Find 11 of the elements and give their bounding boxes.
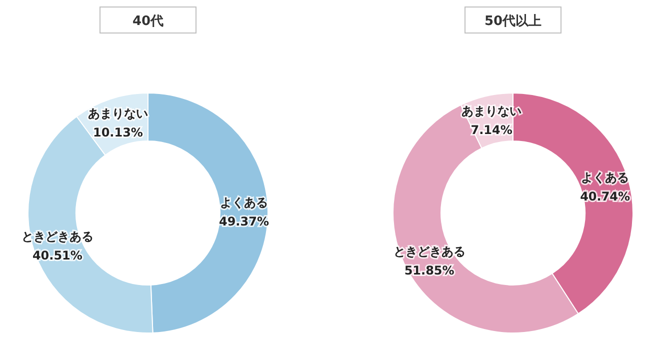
data-label: 40.51% (32, 248, 82, 262)
slice-label: よくある (581, 170, 630, 184)
data-label: 10.13% (92, 125, 143, 140)
chart-title: 50代以上 (484, 14, 542, 29)
slice-label: よくある (220, 196, 268, 210)
slice-label: ときどきある (21, 229, 94, 244)
chart-title: 40代 (132, 14, 164, 29)
slice-label: あまりない (88, 106, 148, 120)
data-label: 51.85% (404, 264, 454, 278)
slice-label: ときどきある (393, 244, 466, 259)
data-label: 7.14% (470, 122, 512, 137)
